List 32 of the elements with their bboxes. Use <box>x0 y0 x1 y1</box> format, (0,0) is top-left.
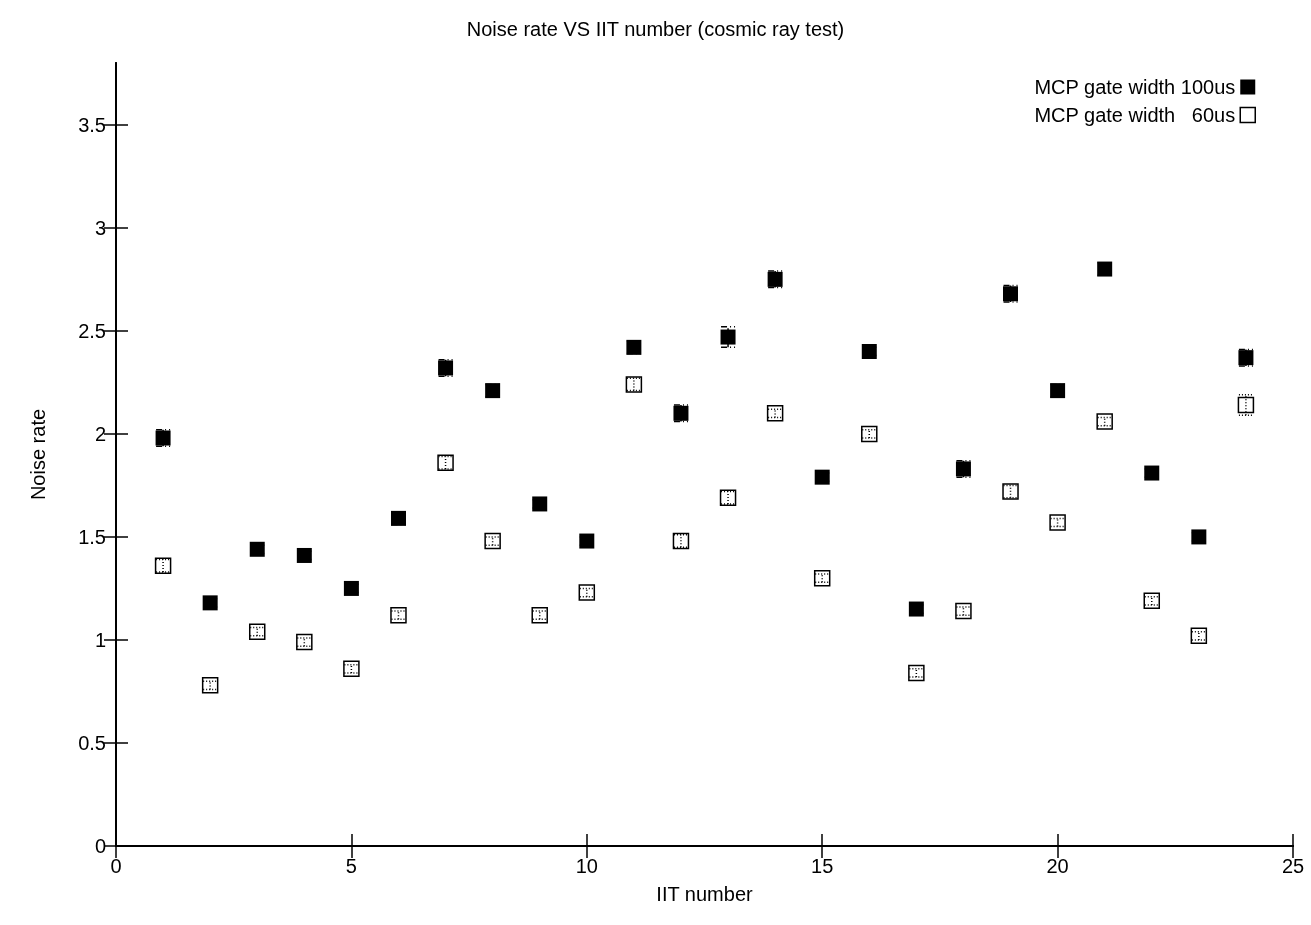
y-tick-label: 1.5 <box>78 525 106 548</box>
chart-title: Noise rate VS IIT number (cosmic ray test) <box>466 18 845 40</box>
point <box>390 510 406 526</box>
x-tick-label: 25 <box>1281 855 1305 877</box>
x-axis-title: IIT number <box>656 883 754 905</box>
point <box>390 606 407 624</box>
point <box>955 602 972 620</box>
point <box>861 425 878 443</box>
legend-label: MCP gate width 60us <box>1034 104 1236 126</box>
point <box>1143 592 1161 610</box>
y-tick-label: 3.5 <box>78 113 106 136</box>
point <box>531 606 548 624</box>
y-tick-label: 2.5 <box>78 319 106 342</box>
x-tick-label: 15 <box>811 855 834 877</box>
x-tick-label: 5 <box>345 855 357 877</box>
y-axis-title: Noise rate <box>27 408 49 501</box>
y-tick-label: 0 <box>94 835 106 857</box>
y-tick-label: 0.5 <box>78 731 106 754</box>
x-tick-label: 10 <box>575 855 598 877</box>
point <box>813 569 831 587</box>
x-tick-label: 0 <box>110 855 122 877</box>
y-tick-label: 3 <box>94 216 106 239</box>
point <box>296 633 313 651</box>
point <box>343 660 360 678</box>
point <box>1190 627 1208 645</box>
point <box>720 329 736 345</box>
point <box>908 664 925 682</box>
point <box>484 532 501 550</box>
y-tick-label: 2 <box>94 422 106 445</box>
x-tick-label: 20 <box>1046 855 1069 877</box>
y-tick-label: 1 <box>94 628 106 651</box>
legend-label: MCP gate width 100us <box>1034 76 1236 98</box>
